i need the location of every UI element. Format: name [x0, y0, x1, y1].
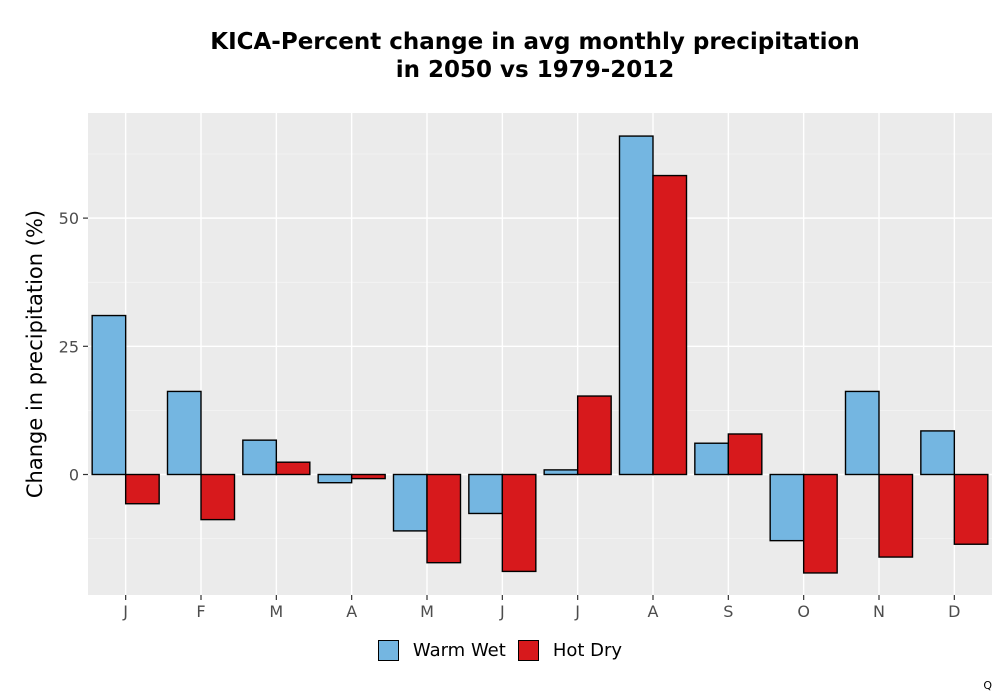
x-tick-label: N [873, 602, 885, 621]
bar-warm-wet-7 [543, 469, 579, 476]
x-tick-label: A [648, 602, 659, 621]
y-tick-label: 25 [59, 337, 79, 356]
bar-warm-wet-2 [166, 390, 202, 476]
bar-hot-dry-10 [802, 473, 838, 574]
corner-mark: Q [983, 679, 992, 692]
bar-warm-wet-10 [769, 473, 805, 542]
legend-swatch-warm-wet [377, 640, 399, 661]
minor-gridlines [88, 153, 992, 539]
bar-warm-wet-11 [844, 390, 880, 476]
bar-hot-dry-9 [727, 433, 763, 476]
bars [91, 135, 989, 574]
x-tick-label: J [574, 602, 580, 621]
x-tick-label: F [196, 602, 205, 621]
bar-warm-wet-3 [242, 439, 278, 476]
legend-swatch-hot-dry [517, 640, 539, 661]
bar-hot-dry-11 [878, 473, 914, 558]
y-tick-label: 50 [59, 209, 79, 228]
chart-title-line-2: in 2050 vs 1979-2012 [395, 57, 675, 83]
x-tick-label: S [723, 602, 733, 621]
y-tick-label: 0 [69, 466, 79, 485]
x-tick-label: M [420, 602, 434, 621]
bar-hot-dry-6 [501, 473, 537, 573]
bar-warm-wet-12 [920, 430, 956, 476]
legend-item-warm-wet: Warm Wet [377, 640, 506, 661]
legend: Warm Wet Hot Dry [0, 640, 1000, 661]
bar-warm-wet-1 [91, 314, 127, 476]
bar-hot-dry-4 [350, 473, 386, 480]
bar-hot-dry-1 [124, 473, 160, 505]
bar-hot-dry-7 [576, 395, 612, 476]
x-tick-label: J [499, 602, 505, 621]
bar-hot-dry-12 [953, 473, 989, 545]
bar-hot-dry-2 [200, 473, 236, 521]
legend-label-hot-dry: Hot Dry [552, 640, 623, 661]
y-axis-label: Change in precipitation (%) [23, 210, 47, 498]
chart-title: KICA-Percent change in avg monthly preci… [80, 28, 990, 84]
x-tick-label: J [122, 602, 128, 621]
legend-label-warm-wet: Warm Wet [412, 640, 506, 661]
chart-title-line-1: KICA-Percent change in avg monthly preci… [210, 29, 860, 55]
bar-warm-wet-8 [618, 135, 654, 476]
x-tick-label: O [797, 602, 810, 621]
bar-warm-wet-9 [694, 442, 730, 476]
bar-warm-wet-6 [468, 473, 504, 515]
x-tick-label: M [269, 602, 283, 621]
bar-warm-wet-5 [392, 473, 428, 532]
y-axis: 0 25 50 [59, 209, 88, 485]
bar-hot-dry-8 [652, 174, 688, 476]
x-tick-label: D [948, 602, 960, 621]
bar-warm-wet-4 [317, 473, 353, 484]
plot-panel [88, 113, 992, 595]
bar-hot-dry-3 [275, 461, 311, 476]
x-tick-label: A [346, 602, 357, 621]
legend-item-hot-dry: Hot Dry [517, 640, 623, 661]
bar-hot-dry-5 [426, 473, 462, 564]
